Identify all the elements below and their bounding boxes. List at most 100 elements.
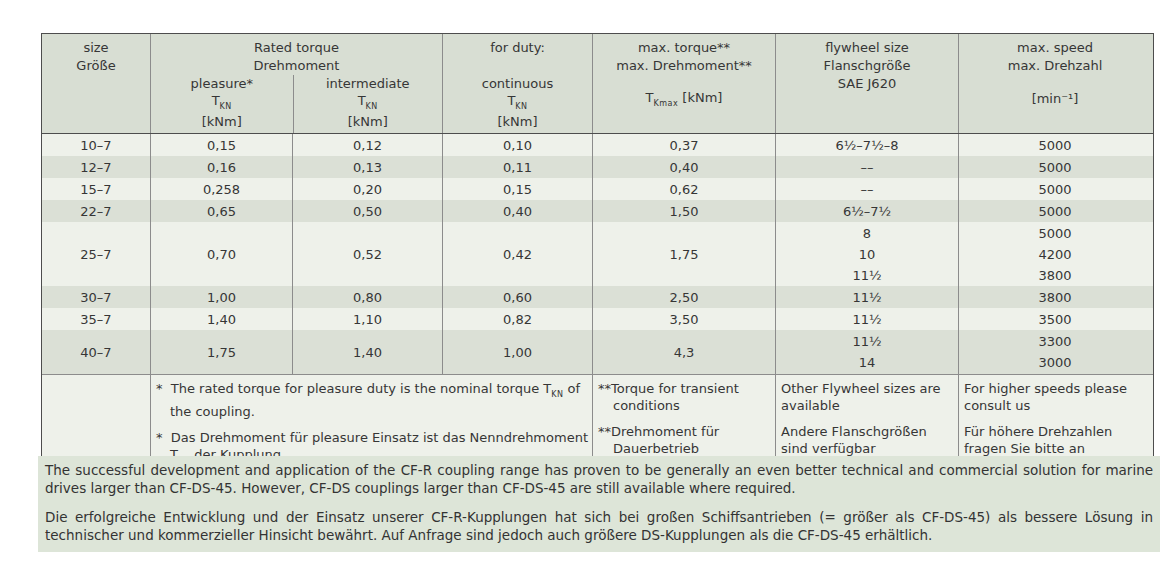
header-max-torque-de: max. Drehmoment** [593,57,775,75]
speed-cell: 5000 [958,156,1151,178]
size-cell: 12–7 [42,156,150,178]
header-pleasure-label: pleasure* [151,75,293,93]
footnote-speed-de: Für höhere Drehzahlen fragen Sie bitte a… [964,423,1147,457]
footnote-marker: ** [598,381,611,396]
page: size Größe Rated torque Drehmoment pleas… [0,0,1175,561]
flywheel-cell: 6½–7½–8 [775,134,958,156]
coupling-spec-table: size Größe Rated torque Drehmoment pleas… [41,33,1154,475]
speed-cell: 5000 [958,134,1151,156]
header-duty-label: for duty: [443,39,592,57]
header-speed-cell: max. speed max. Drehzahl [min⁻¹] [958,34,1151,133]
header-pleasure-symbol: TKN [151,93,293,114]
header-intermediate-symbol: TKN [294,93,442,114]
header-size-en: size [42,39,150,57]
continuous-cell: 0,40 [442,200,592,222]
header-max-torque-cell: max. torque** max. Drehmoment** TKmax [k… [592,34,775,133]
speed-cell: 5000 [958,200,1151,222]
header-flywheel-cell: flywheel size Flanschgröße SAE J620 [775,34,958,133]
header-pleasure-cell: pleasure* TKN [kNm] [151,75,293,133]
symbol-T: T [646,90,654,105]
intermediate-cell: 1,40 [292,330,442,374]
max-torque-cell: 0,62 [592,178,775,200]
header-pleasure-unit: [kNm] [151,114,293,129]
flywheel-cell: –– [775,156,958,178]
pleasure-cell: 0,70 [150,222,292,286]
max-torque-cell: 3,50 [592,308,775,330]
header-intermediate-label: intermediate [294,75,442,93]
footnote-marker: * [156,381,163,396]
header-rated-en: Rated torque [151,39,442,57]
speed-cell: 3500 [958,308,1151,330]
footnote-text: Drehmoment für Dauerbetrieb [611,424,719,456]
footnote-flywheel-en: Other Flywheel sizes are available [781,380,954,414]
flywheel-cell: 11½ [775,308,958,330]
intermediate-cell: 0,80 [292,286,442,308]
pleasure-cell: 0,16 [150,156,292,178]
continuous-cell: 1,00 [442,330,592,374]
max-torque-cell: 4,3 [592,330,775,374]
flywheel-cell: –– [775,178,958,200]
pleasure-cell: 0,258 [150,178,292,200]
description-paragraph-en: The successful development and applicati… [45,461,1153,497]
footnote-dstar-de: **Drehmoment für Dauerbetrieb [598,423,771,457]
intermediate-cell: 0,50 [292,200,442,222]
pleasure-cell: 0,15 [150,134,292,156]
header-spacer [443,57,592,75]
pleasure-cell: 0,65 [150,200,292,222]
symbol-T: T [212,93,220,108]
flywheel-cell: 11½ [775,286,958,308]
size-cell: 25–7 [42,222,150,286]
size-cell: 35–7 [42,308,150,330]
table-row: 12–7 0,16 0,13 0,11 0,40 –– 5000 [42,156,1153,178]
max-torque-cell: 1,50 [592,200,775,222]
continuous-cell: 0,10 [442,134,592,156]
max-torque-cell: 1,75 [592,222,775,286]
continuous-cell: 0,42 [442,222,592,286]
continuous-cell: 0,11 [442,156,592,178]
footnote-marker: * [156,430,163,445]
header-rated-de: Drehmoment [151,57,442,75]
header-size-cell: size Größe [42,34,150,133]
continuous-cell: 0,60 [442,286,592,308]
speed-cell: 5000 4200 3800 [958,222,1151,286]
pleasure-cell: 1,75 [150,330,292,374]
description-paragraph-de: Die erfolgreiche Entwicklung und der Ein… [45,508,1153,544]
header-speed-unit: [min⁻¹] [959,90,1151,108]
header-max-torque-symbol: TKmax [kNm] [593,90,775,111]
symbol-KN-subscript: KN [551,390,563,399]
footnote-text: Torque for transient conditions [611,381,739,413]
intermediate-cell: 0,20 [292,178,442,200]
size-cell: 40–7 [42,330,150,374]
header-continuous-symbol: TKN [443,93,592,114]
flywheel-cell: 6½–7½ [775,200,958,222]
description-block: The successful development and applicati… [38,456,1160,552]
footnote-marker: ** [598,424,611,439]
header-speed-de: max. Drehzahl [959,57,1151,75]
table-header: size Größe Rated torque Drehmoment pleas… [42,34,1153,134]
header-speed-en: max. speed [959,39,1151,57]
footnote-speed-en: For higher speeds please consult us [964,380,1147,414]
table-row: 22–7 0,65 0,50 0,40 1,50 6½–7½ 5000 [42,200,1153,222]
header-continuous-cell: for duty: continuous TKN [kNm] [442,34,592,133]
table-row: 30–7 1,00 0,80 0,60 2,50 11½ 3800 [42,286,1153,308]
footnote-text: The rated torque for pleasure duty is th… [171,381,551,396]
size-cell: 22–7 [42,200,150,222]
max-torque-cell: 0,37 [592,134,775,156]
speed-cell: 3300 3000 [958,330,1151,374]
symbol-KN-subscript: KN [366,102,378,111]
table-row: 15–7 0,258 0,20 0,15 0,62 –– 5000 [42,178,1153,200]
size-cell: 10–7 [42,134,150,156]
intermediate-cell: 1,10 [292,308,442,330]
speed-cell: 5000 [958,178,1151,200]
table-row: 40–7 1,75 1,40 1,00 4,3 11½ 14 3300 3000 [42,330,1153,374]
header-rated-torque-cell: Rated torque Drehmoment pleasure* TKN [k… [150,34,442,133]
header-continuous-unit: [kNm] [443,114,592,129]
header-flywheel-de: Flanschgröße [776,57,958,75]
intermediate-cell: 0,12 [292,134,442,156]
size-cell: 15–7 [42,178,150,200]
header-continuous-label: continuous [443,75,592,93]
symbol-KN-subscript: KN [220,102,232,111]
flywheel-cell: 11½ 14 [775,330,958,374]
header-intermediate-unit: [kNm] [294,114,442,129]
header-flywheel-en: flywheel size [776,39,958,57]
